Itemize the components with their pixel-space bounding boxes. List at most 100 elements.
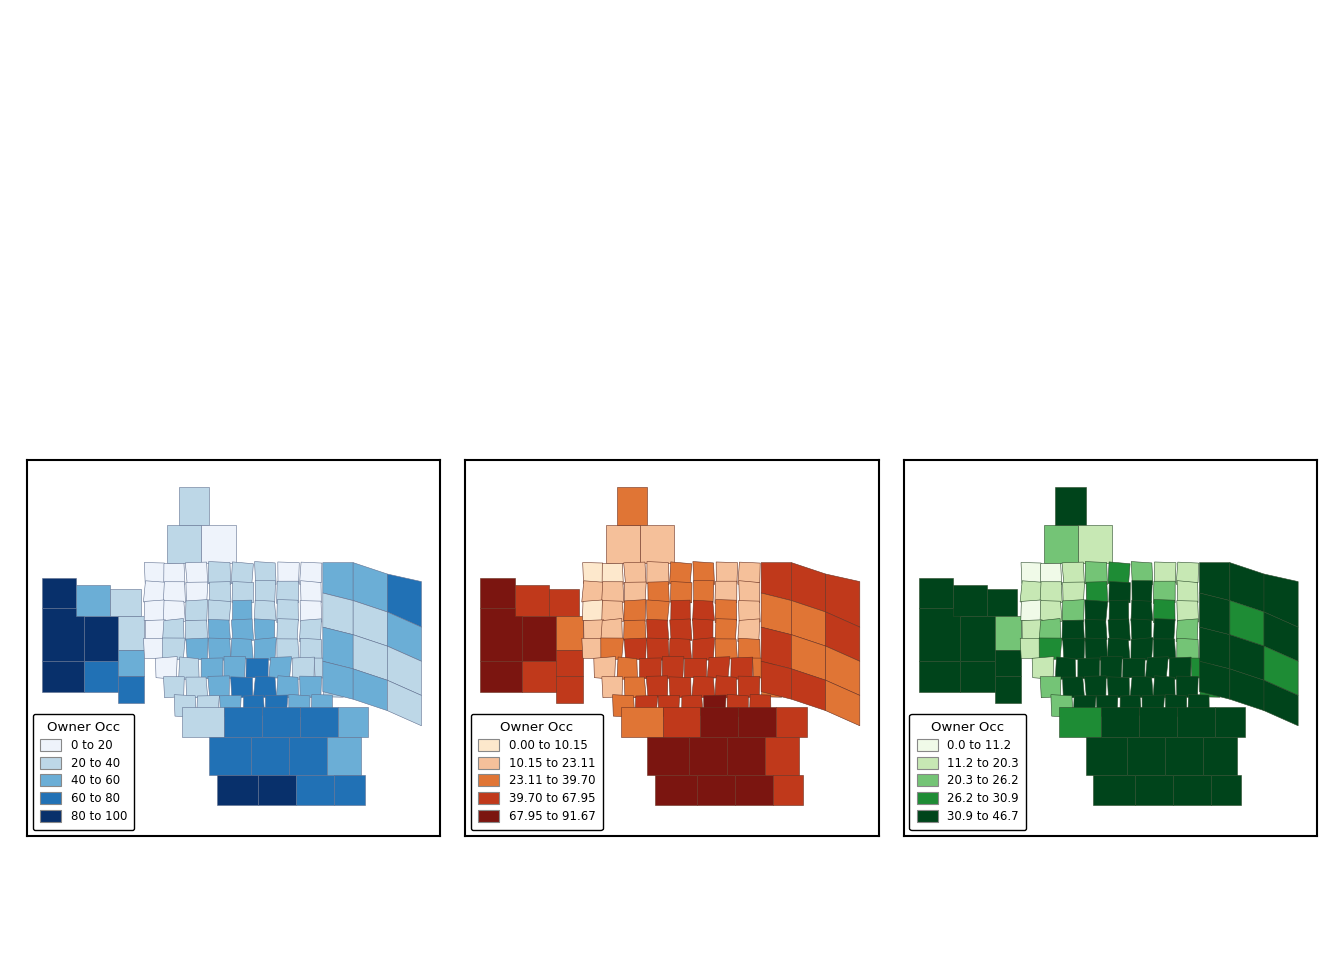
Polygon shape: [1062, 600, 1085, 622]
Polygon shape: [1021, 563, 1042, 584]
Polygon shape: [208, 737, 251, 775]
Polygon shape: [1177, 707, 1215, 737]
Polygon shape: [144, 600, 164, 622]
Polygon shape: [1153, 581, 1175, 604]
Polygon shape: [602, 582, 624, 602]
Polygon shape: [669, 562, 692, 585]
Polygon shape: [621, 707, 663, 737]
Polygon shape: [387, 681, 422, 726]
Polygon shape: [300, 638, 323, 660]
Polygon shape: [118, 677, 145, 703]
Polygon shape: [208, 600, 231, 622]
Polygon shape: [210, 582, 231, 603]
Polygon shape: [255, 581, 276, 603]
Polygon shape: [625, 582, 646, 604]
Polygon shape: [208, 619, 230, 641]
Polygon shape: [671, 582, 692, 603]
Polygon shape: [1059, 707, 1101, 737]
Polygon shape: [353, 563, 387, 612]
Polygon shape: [715, 676, 737, 698]
Polygon shape: [300, 676, 321, 697]
Polygon shape: [594, 657, 616, 680]
Polygon shape: [1078, 525, 1113, 563]
Polygon shape: [323, 563, 353, 601]
Polygon shape: [582, 581, 605, 602]
Polygon shape: [1085, 619, 1107, 641]
Polygon shape: [337, 707, 368, 737]
Polygon shape: [692, 619, 714, 641]
Polygon shape: [715, 600, 737, 623]
Polygon shape: [110, 589, 141, 615]
Polygon shape: [681, 695, 703, 717]
Polygon shape: [1130, 676, 1153, 698]
Polygon shape: [1176, 563, 1199, 585]
Polygon shape: [163, 638, 185, 660]
Polygon shape: [548, 589, 579, 615]
Polygon shape: [753, 658, 775, 679]
Polygon shape: [602, 677, 622, 698]
Polygon shape: [694, 581, 714, 603]
Polygon shape: [762, 676, 782, 697]
Polygon shape: [663, 657, 684, 680]
Polygon shape: [83, 661, 118, 691]
Polygon shape: [219, 695, 241, 716]
Polygon shape: [1039, 638, 1062, 660]
Polygon shape: [1188, 694, 1210, 717]
Polygon shape: [480, 661, 521, 691]
Polygon shape: [208, 562, 231, 585]
Polygon shape: [556, 677, 583, 703]
Polygon shape: [792, 669, 825, 710]
Polygon shape: [1203, 737, 1238, 775]
Polygon shape: [164, 601, 185, 621]
Polygon shape: [995, 650, 1021, 677]
Polygon shape: [310, 694, 332, 717]
Polygon shape: [825, 574, 860, 627]
Polygon shape: [185, 677, 208, 698]
Polygon shape: [353, 669, 387, 710]
Polygon shape: [738, 601, 761, 622]
Polygon shape: [1153, 600, 1175, 623]
Polygon shape: [646, 638, 669, 660]
Polygon shape: [296, 775, 335, 805]
Polygon shape: [216, 775, 258, 805]
Polygon shape: [1177, 601, 1199, 622]
Polygon shape: [1032, 657, 1054, 680]
Polygon shape: [919, 661, 961, 691]
Polygon shape: [1173, 775, 1211, 805]
Polygon shape: [1101, 657, 1122, 680]
Polygon shape: [1109, 600, 1129, 620]
Polygon shape: [707, 657, 730, 678]
Polygon shape: [144, 638, 165, 659]
Polygon shape: [738, 676, 759, 697]
Polygon shape: [617, 657, 637, 680]
Polygon shape: [1176, 619, 1198, 641]
Polygon shape: [601, 638, 624, 660]
Polygon shape: [646, 676, 668, 697]
Polygon shape: [961, 615, 995, 661]
Polygon shape: [1165, 694, 1187, 717]
Polygon shape: [179, 487, 208, 525]
Polygon shape: [731, 657, 753, 680]
Polygon shape: [1153, 638, 1176, 660]
Polygon shape: [185, 600, 207, 622]
Polygon shape: [42, 578, 77, 609]
Polygon shape: [1109, 582, 1130, 603]
Polygon shape: [233, 582, 254, 603]
Polygon shape: [164, 677, 184, 698]
Polygon shape: [727, 737, 765, 775]
Polygon shape: [323, 593, 353, 635]
Polygon shape: [277, 581, 298, 604]
Polygon shape: [738, 638, 761, 660]
Polygon shape: [624, 638, 646, 660]
Polygon shape: [335, 775, 364, 805]
Polygon shape: [1078, 658, 1099, 680]
Polygon shape: [761, 661, 792, 699]
Polygon shape: [606, 525, 640, 563]
Polygon shape: [1021, 600, 1042, 622]
Polygon shape: [715, 618, 737, 640]
Polygon shape: [715, 638, 738, 660]
Polygon shape: [1177, 581, 1198, 603]
Polygon shape: [1199, 593, 1230, 635]
Polygon shape: [1055, 657, 1075, 680]
Polygon shape: [1074, 696, 1097, 716]
